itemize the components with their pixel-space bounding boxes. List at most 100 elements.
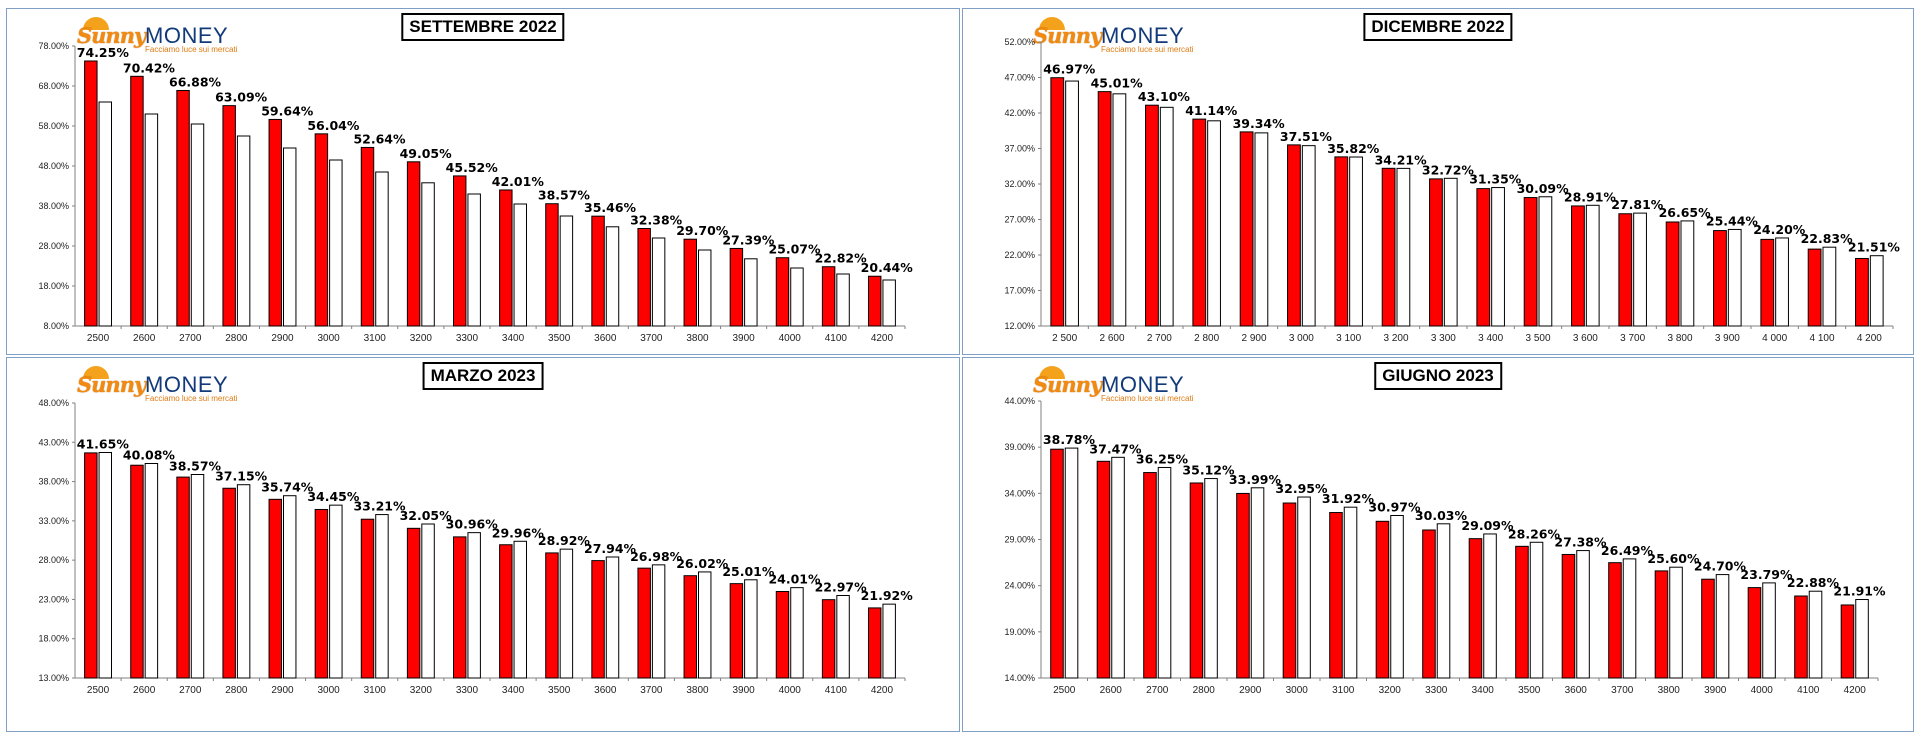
y-tick-label: 47.00% (1004, 73, 1035, 83)
y-tick-label: 58.00% (38, 121, 69, 131)
data-label: 24.70% (1694, 559, 1747, 574)
logo-brand-money: MONEY (1101, 372, 1185, 397)
data-label: 22.82% (815, 251, 868, 266)
y-tick-label: 68.00% (38, 81, 69, 91)
bar-white (882, 279, 896, 327)
bar-white (1680, 220, 1695, 327)
y-tick-label: 78.00% (38, 41, 69, 51)
y-tick-label: 38.00% (38, 477, 69, 487)
bar-white (605, 556, 620, 679)
x-tick-label: 2600 (133, 333, 156, 344)
data-label: 32.72% (1422, 162, 1475, 177)
bar-red (1329, 512, 1343, 679)
y-tick-label: 48.00% (38, 398, 69, 408)
y-tick-label: 8.00% (43, 321, 69, 331)
bar-red (1097, 91, 1112, 327)
bar-red (84, 452, 98, 679)
bar-white (1396, 167, 1411, 327)
x-tick-label: 2900 (271, 685, 294, 696)
y-tick-label: 39.00% (1004, 442, 1035, 452)
data-label: 29.09% (1461, 518, 1514, 533)
data-label: 38.57% (538, 188, 591, 203)
bar-white (421, 523, 435, 679)
data-label: 42.01% (492, 174, 545, 189)
data-label: 39.34% (1233, 116, 1286, 131)
bar-red (1840, 604, 1855, 679)
bar-white (513, 203, 528, 327)
x-tick-label: 4000 (779, 333, 802, 344)
x-tick-label: 3500 (548, 333, 571, 344)
bar-white (1762, 582, 1776, 679)
x-tick-label: 2700 (179, 333, 202, 344)
x-tick-label: 3800 (686, 333, 709, 344)
x-tick-label: 2 500 (1052, 333, 1077, 344)
y-tick-label: 42.00% (1004, 108, 1035, 118)
x-tick-label: 3 400 (1478, 333, 1503, 344)
chart-title: DICEMBRE 2022 (1363, 13, 1513, 41)
bar-red (591, 560, 605, 679)
x-tick-label: 3600 (594, 333, 617, 344)
data-label: 49.05% (400, 146, 453, 161)
x-tick-label: 3100 (364, 333, 387, 344)
chart-panel-dicembre-2022: Sunny MONEY Facciamo luce sui mercati DI… (962, 8, 1914, 355)
data-label: 25.01% (722, 564, 775, 579)
data-label: 30.09% (1517, 181, 1570, 196)
logo-tagline: Facciamo luce sui mercati (1101, 45, 1194, 54)
data-label: 30.97% (1368, 499, 1421, 514)
bar-white (144, 463, 159, 679)
bar-white (1297, 496, 1311, 679)
bar-white (1576, 550, 1590, 679)
bar-white (1491, 187, 1505, 327)
bar-white (144, 113, 159, 327)
x-tick-label: 3700 (640, 685, 663, 696)
x-tick-label: 4100 (825, 685, 848, 696)
x-tick-label: 3200 (1379, 685, 1402, 696)
bar-red (222, 105, 236, 327)
bar-white (375, 171, 389, 327)
bar-red (591, 215, 605, 327)
x-tick-label: 3700 (640, 333, 663, 344)
x-tick-label: 3500 (1518, 685, 1541, 696)
data-label: 28.91% (1564, 189, 1617, 204)
bar-red (1050, 448, 1064, 679)
x-tick-label: 3000 (317, 333, 340, 344)
bar-red (499, 189, 513, 327)
data-label: 28.26% (1508, 526, 1561, 541)
bar-white (744, 258, 758, 327)
x-tick-label: 3 600 (1573, 333, 1598, 344)
bar-red (406, 161, 421, 327)
chart-title: SETTEMBRE 2022 (401, 13, 565, 41)
x-tick-label: 4200 (871, 685, 894, 696)
data-label: 56.04% (307, 118, 360, 133)
y-tick-label: 13.00% (38, 673, 69, 683)
bar-white (559, 215, 574, 327)
bar-red (1192, 118, 1207, 327)
bar-white (651, 237, 666, 327)
bar-red (1561, 553, 1576, 679)
y-tick-label: 37.00% (1004, 144, 1035, 154)
y-tick-label: 28.00% (38, 555, 69, 565)
bar-red (1468, 538, 1483, 679)
y-tick-label: 48.00% (38, 161, 69, 171)
data-label: 45.01% (1091, 76, 1144, 91)
bar-white (698, 571, 712, 679)
bar-red (360, 518, 375, 679)
x-tick-label: 4200 (1844, 685, 1867, 696)
logo-tagline: Facciamo luce sui mercati (145, 45, 238, 54)
bar-white (1204, 478, 1218, 679)
bar-red (1239, 131, 1254, 327)
x-tick-label: 3000 (1286, 685, 1309, 696)
y-tick-label: 23.00% (38, 594, 69, 604)
bar-red (1476, 188, 1491, 327)
bar-red (1523, 197, 1538, 327)
bar-white (1159, 106, 1174, 327)
logo-brand-sunny: Sunny (1033, 372, 1102, 397)
bar-red (222, 487, 236, 679)
data-label: 21.91% (1833, 584, 1886, 599)
bar-white (698, 249, 712, 327)
x-tick-label: 2600 (1100, 685, 1123, 696)
x-tick-label: 3 100 (1336, 333, 1361, 344)
bar-white (1855, 599, 1869, 679)
sunny-money-logo: Sunny MONEY Facciamo luce sui mercati (77, 364, 257, 403)
x-tick-label: 2 900 (1241, 333, 1266, 344)
